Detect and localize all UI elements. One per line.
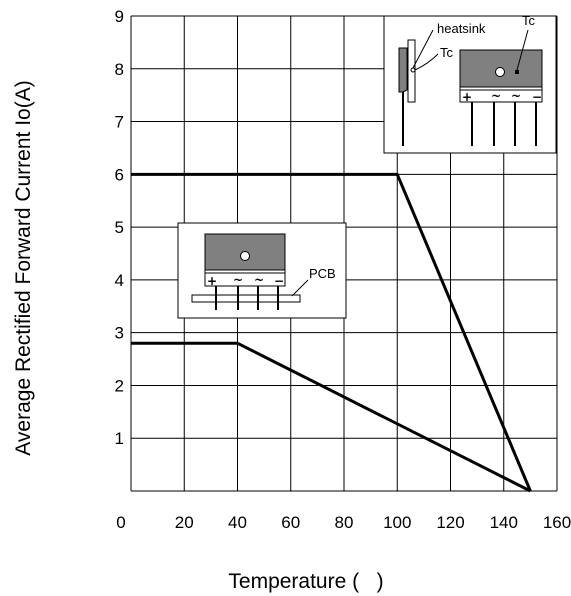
- x-tick-label: 140: [490, 513, 518, 532]
- x-tick-label: 160: [543, 513, 571, 532]
- pin-minus: −: [532, 90, 542, 104]
- tc-leader-front: [516, 29, 529, 71]
- y-tick-label: 1: [115, 429, 124, 448]
- mounting-hole: [495, 67, 505, 77]
- x-tick-label: 100: [383, 513, 411, 532]
- x-tick-label: 40: [228, 513, 247, 532]
- pcb-mounting-hole: [240, 251, 250, 261]
- pcb-label: PCB: [309, 266, 336, 281]
- tc-point-front: [515, 70, 519, 74]
- heatsink-label: heatsink: [437, 21, 486, 36]
- heatsink-leader: [412, 29, 434, 69]
- y-tick-label: 6: [115, 165, 124, 184]
- x-tick-label: 80: [335, 513, 354, 532]
- pcb-pin-minus: −: [274, 274, 284, 288]
- x-tick-label: 60: [281, 513, 300, 532]
- y-tick-label: 4: [115, 271, 124, 290]
- pcb-pin-ac1: ~: [233, 273, 243, 287]
- pcb-pin-plus: +: [207, 274, 217, 288]
- y-tick-label: 9: [115, 7, 124, 26]
- series-line-1: [131, 172, 532, 492]
- device-pin-strip: [459, 86, 543, 103]
- tc-label-front: Tc: [522, 13, 536, 28]
- x-tick-labels: 0 20 40 60 80 100 120 140 160: [116, 513, 571, 532]
- tc-label-side: Tc: [440, 45, 454, 60]
- pcb-leader: [291, 279, 309, 297]
- y-tick-label: 7: [115, 113, 124, 132]
- y-tick-label: 8: [115, 60, 124, 79]
- pin-ac2: ~: [511, 89, 521, 103]
- x-tick-label: 20: [175, 513, 194, 532]
- y-axis-title: Average Rectified Forward Current Io(A): [12, 80, 35, 455]
- y-tick-label: 5: [115, 218, 124, 237]
- y-tick-label: 2: [115, 376, 124, 395]
- pin-ac1: ~: [491, 89, 501, 103]
- series-line-2: [131, 341, 532, 493]
- y-tick-label: 3: [115, 324, 124, 343]
- y-tick-labels: 1 2 3 4 5 6 7 8 9: [115, 7, 124, 448]
- heatsink-inset: heatsink Tc Tc + ~ ~ −: [383, 13, 557, 154]
- tc-leader-side: [414, 53, 439, 71]
- device-side-view: [398, 47, 408, 93]
- pcb-board: [191, 294, 301, 303]
- pcb-inset: + ~ ~ − PCB: [177, 222, 347, 319]
- pcb-pin-ac2: ~: [254, 273, 264, 287]
- series-group: [131, 172, 532, 493]
- x-tick-label: 0: [116, 513, 125, 532]
- x-axis-title: Temperature ( ): [228, 570, 383, 593]
- pcb-device-pin-strip: [204, 269, 286, 287]
- x-tick-label: 120: [436, 513, 464, 532]
- pin-plus: +: [462, 90, 472, 104]
